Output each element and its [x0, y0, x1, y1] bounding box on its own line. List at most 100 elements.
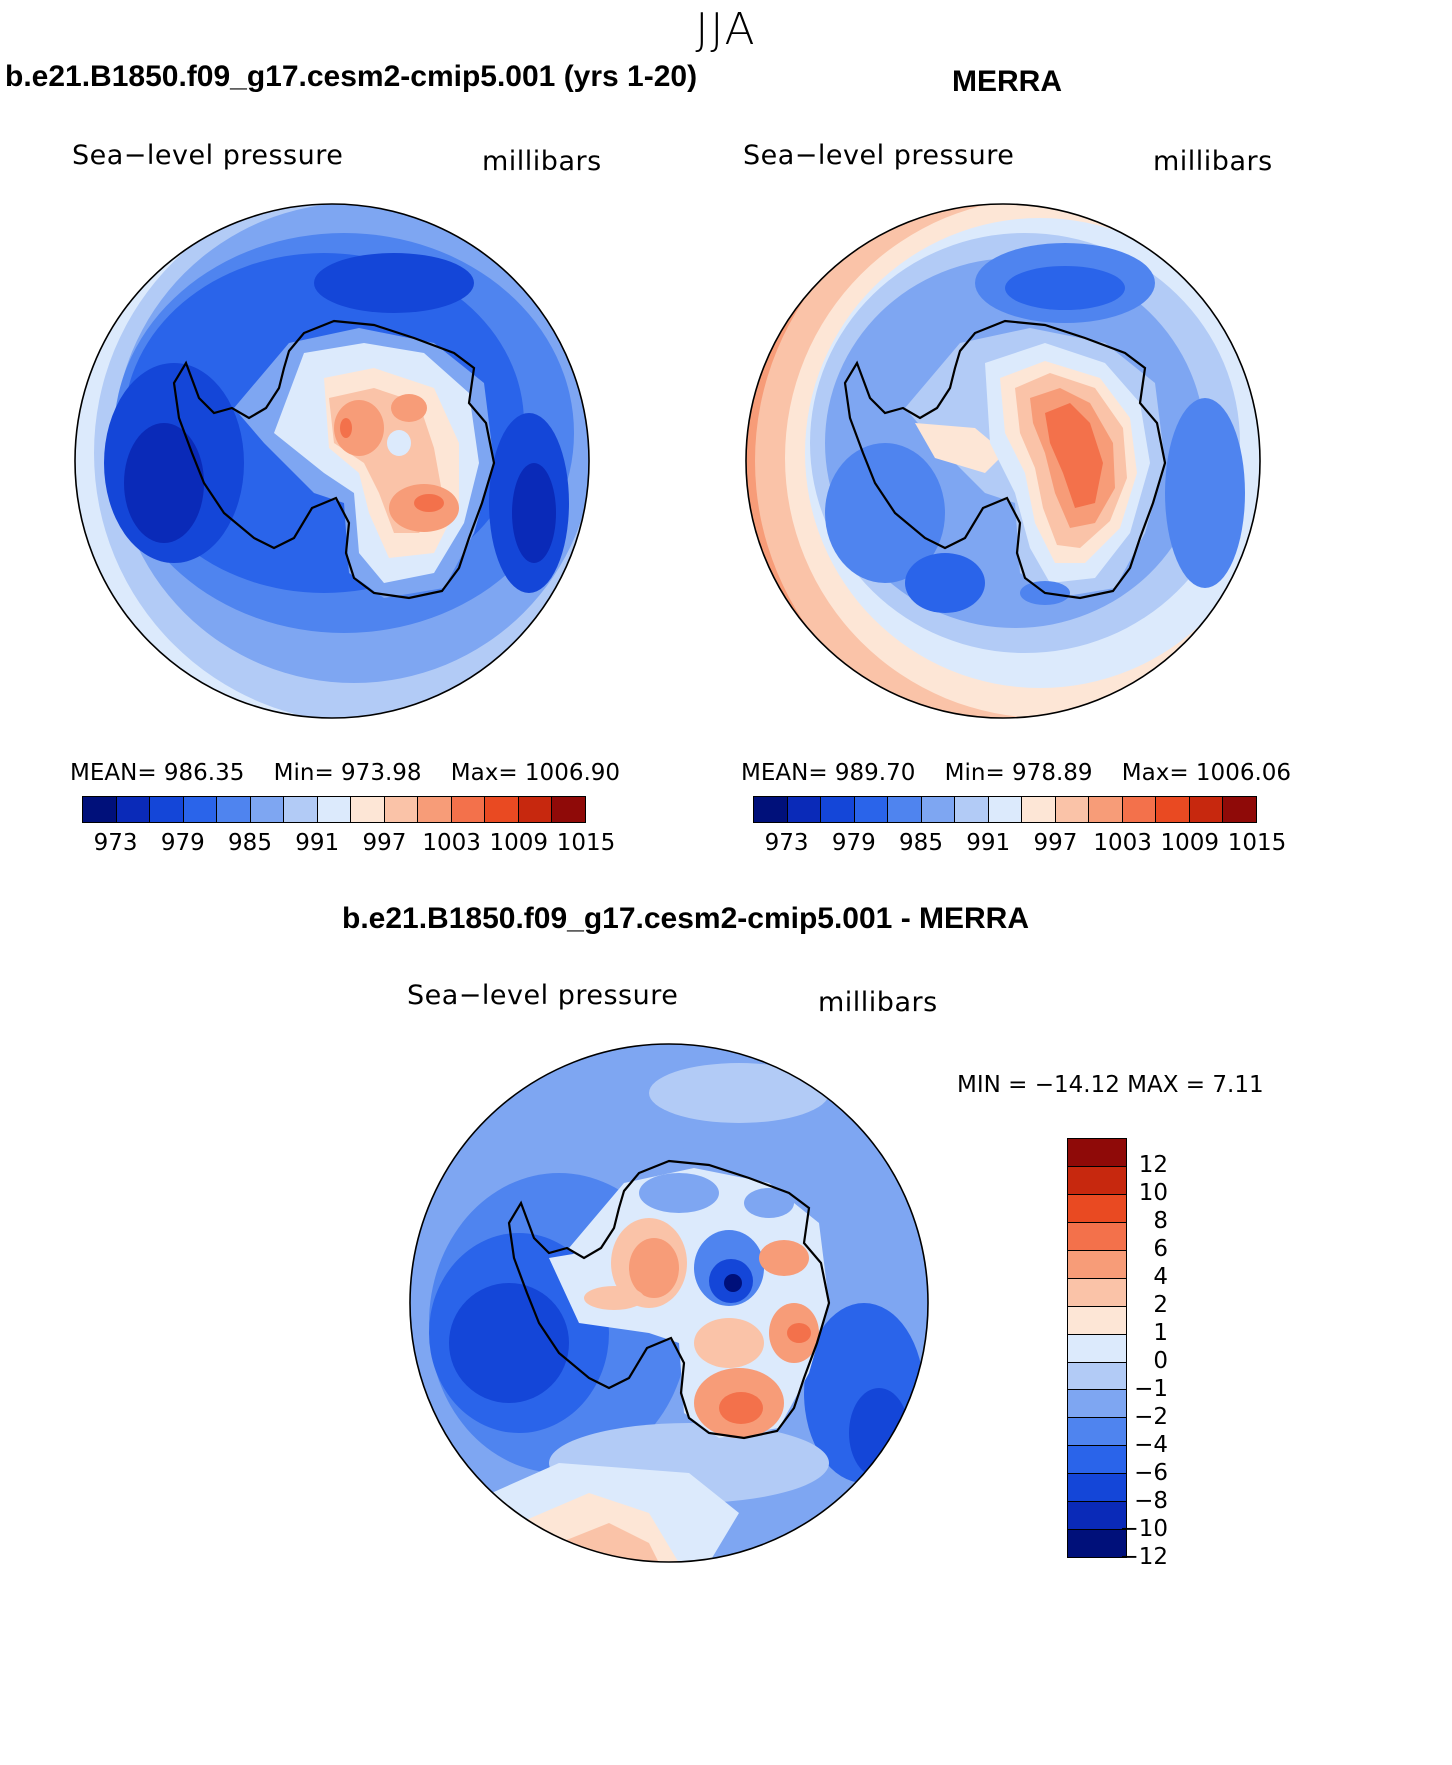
diff-colorbar-tick-label: 1 — [1153, 1320, 1168, 1346]
diff-colorbar-swatch — [1068, 1250, 1126, 1279]
model-colorbar-swatch — [83, 797, 117, 822]
obs-colorbar-swatch — [1022, 797, 1056, 822]
obs-colorbar-swatch — [854, 797, 889, 822]
obs-colorbar-ticks: 973 979 985 991 997 1003 1009 1015 — [753, 830, 1287, 860]
obs-colorbar-swatch — [955, 797, 989, 822]
diff-colorbar-swatch — [1068, 1362, 1126, 1391]
diff-colorbar-ticks: 12 10 8 6 4 2 1 0 −1 −2 −4 −6 −8 −10 −12 — [1118, 1138, 1178, 1570]
model-colorbar-tick-label: 985 — [228, 830, 272, 856]
obs-colorbar-tick-label: 979 — [831, 830, 876, 856]
diff-colorbar-tick-label: −10 — [1119, 1516, 1168, 1542]
model-colorbar-ticks: 973 979 985 991 997 1003 1009 1015 — [82, 830, 616, 860]
diff-colorbar-tick-label: −4 — [1134, 1432, 1168, 1458]
diff-colorbar-swatch — [1068, 1530, 1126, 1558]
model-colorbar-swatch — [351, 797, 385, 822]
model-colorbar-swatch — [150, 797, 184, 822]
diff-colorbar-tick-label: 4 — [1153, 1264, 1168, 1290]
diff-colorbar-swatch — [1068, 1390, 1126, 1419]
obs-panel-title: MERRA — [952, 65, 1062, 98]
model-panel-title: b.e21.B1850.f09_g17.cesm2-cmip5.001 (yrs… — [5, 60, 698, 93]
diff-colorbar-tick-label: 10 — [1138, 1180, 1168, 1206]
model-units-label: millibars — [482, 146, 602, 177]
diff-colorbar-swatch — [1068, 1278, 1126, 1307]
diff-colorbar-swatch — [1068, 1139, 1126, 1167]
model-colorbar-swatch — [284, 797, 318, 822]
diff-polar-map — [409, 1043, 929, 1563]
diff-colorbar-tick-label: −2 — [1134, 1404, 1168, 1430]
model-min-label: Min= — [273, 760, 334, 786]
diff-colorbar-tick-label: 2 — [1153, 1292, 1168, 1318]
obs-min-label: Min= — [944, 760, 1005, 786]
model-colorbar-swatch — [384, 797, 419, 822]
obs-colorbar-tick-label: 985 — [899, 830, 943, 856]
diff-variable-label: Sea−level pressure — [407, 980, 679, 1011]
obs-polar-map — [745, 203, 1261, 719]
obs-colorbar-swatch — [787, 797, 822, 822]
diff-colorbar-swatch — [1068, 1502, 1126, 1531]
diff-panel-title: b.e21.B1850.f09_g17.cesm2-cmip5.001 - ME… — [342, 902, 1030, 935]
obs-min-value: 978.89 — [1012, 760, 1093, 786]
obs-colorbar-swatch — [821, 797, 855, 822]
model-mean-value: 986.35 — [163, 760, 245, 786]
model-colorbar-tick-label: 991 — [295, 830, 340, 856]
diff-colorbar-swatch — [1068, 1306, 1126, 1335]
model-colorbar-swatch — [418, 797, 452, 822]
obs-units-label: millibars — [1153, 146, 1273, 177]
obs-max-value: 1006.06 — [1195, 760, 1292, 786]
obs-mean-label: MEAN= — [741, 760, 828, 786]
obs-colorbar — [753, 796, 1257, 823]
season-title: JJA — [695, 4, 757, 55]
obs-colorbar-swatch — [1055, 797, 1090, 822]
model-colorbar-swatch — [250, 797, 285, 822]
diff-colorbar-tick-label: −1 — [1134, 1376, 1168, 1402]
model-colorbar-swatch — [485, 797, 519, 822]
model-colorbar-tick-label: 979 — [160, 830, 205, 856]
model-min-value: 973.98 — [341, 760, 422, 786]
diff-colorbar-tick-label: 8 — [1153, 1208, 1168, 1234]
model-colorbar — [82, 796, 586, 823]
obs-colorbar-tick-label: 1003 — [1093, 830, 1152, 856]
obs-colorbar-tick-label: 1009 — [1160, 830, 1220, 856]
model-colorbar-swatch — [183, 797, 218, 822]
obs-colorbar-swatch — [1189, 797, 1224, 822]
diff-colorbar-swatch — [1068, 1222, 1126, 1251]
diff-colorbar-tick-label: −6 — [1134, 1460, 1168, 1486]
diff-units-label: millibars — [818, 987, 938, 1018]
diff-colorbar-swatch — [1068, 1446, 1126, 1475]
model-colorbar-tick-label: 997 — [362, 830, 407, 856]
diff-colorbar-tick-label: −8 — [1134, 1488, 1168, 1514]
obs-colorbar-swatch — [1156, 797, 1190, 822]
obs-colorbar-swatch — [988, 797, 1023, 822]
model-colorbar-swatch — [552, 797, 585, 822]
model-max-label: Max= — [450, 760, 518, 786]
diff-colorbar-tick-label: 12 — [1138, 1152, 1168, 1178]
model-colorbar-swatch — [116, 797, 151, 822]
model-colorbar-tick-label: 1003 — [422, 830, 481, 856]
diff-colorbar-swatch — [1068, 1474, 1126, 1503]
model-stats: MEAN= 986.35 Min= 973.98 Max= 1006.90 — [70, 760, 620, 786]
obs-variable-label: Sea−level pressure — [743, 140, 1015, 171]
diff-minmax: MIN = −14.12 MAX = 7.11 — [957, 1072, 1264, 1098]
obs-colorbar-tick-label: 1015 — [1227, 830, 1287, 856]
obs-mean-value: 989.70 — [834, 760, 916, 786]
obs-colorbar-swatch — [1223, 797, 1256, 822]
diff-colorbar-tick-label: 6 — [1153, 1236, 1168, 1262]
obs-stats: MEAN= 989.70 Min= 978.89 Max= 1006.06 — [741, 760, 1291, 786]
obs-colorbar-tick-label: 991 — [966, 830, 1011, 856]
diff-colorbar-swatch — [1068, 1334, 1126, 1363]
obs-colorbar-swatch — [888, 797, 922, 822]
obs-colorbar-tick-label: 997 — [1033, 830, 1078, 856]
model-colorbar-swatch — [317, 797, 352, 822]
model-colorbar-tick-label: 973 — [93, 830, 138, 856]
obs-colorbar-tick-label: 973 — [764, 830, 809, 856]
obs-colorbar-swatch — [1122, 797, 1157, 822]
model-mean-label: MEAN= — [70, 760, 157, 786]
model-colorbar-tick-label: 1009 — [489, 830, 549, 856]
diff-colorbar-tick-label: 0 — [1153, 1348, 1168, 1374]
diff-colorbar-swatch — [1068, 1166, 1126, 1195]
obs-colorbar-swatch — [1089, 797, 1123, 822]
obs-colorbar-swatch — [921, 797, 956, 822]
model-colorbar-swatch — [518, 797, 553, 822]
diff-colorbar-tick-label: −12 — [1119, 1544, 1168, 1570]
model-colorbar-swatch — [451, 797, 486, 822]
